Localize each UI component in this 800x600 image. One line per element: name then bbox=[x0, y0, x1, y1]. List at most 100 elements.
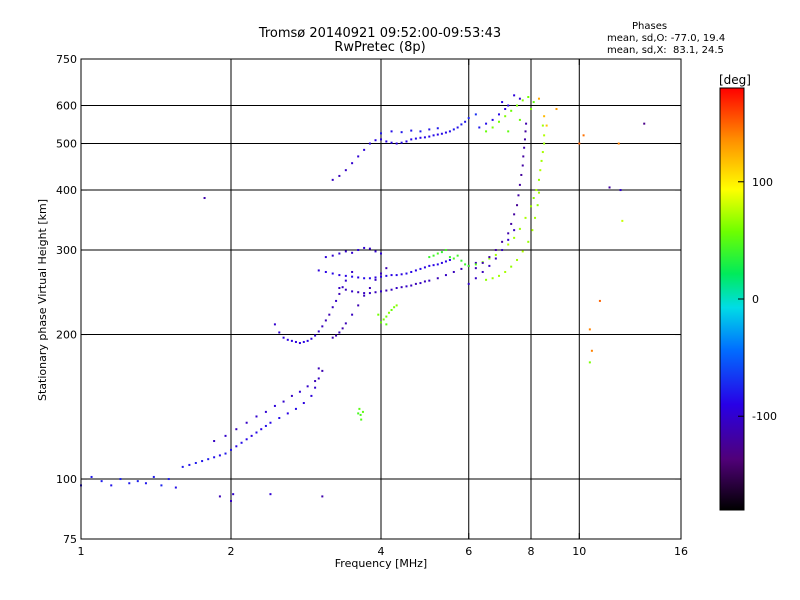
scatter-point bbox=[144, 482, 147, 485]
scatter-point bbox=[448, 258, 451, 261]
scatter-point bbox=[534, 216, 537, 219]
scatter-point bbox=[474, 113, 477, 116]
scatter-point bbox=[474, 267, 477, 270]
scatter-point bbox=[393, 306, 396, 309]
scatter-point bbox=[518, 183, 521, 186]
scatter-point bbox=[385, 323, 388, 326]
scatter-point bbox=[368, 292, 371, 295]
scatter-point bbox=[358, 407, 361, 410]
scatter-point bbox=[357, 304, 360, 307]
scatter-point bbox=[302, 340, 305, 343]
scatter-point bbox=[621, 219, 624, 222]
colorbar-tick-label: 0 bbox=[752, 293, 759, 306]
scatter-point bbox=[598, 299, 601, 302]
scatter-point bbox=[432, 134, 435, 137]
scatter-point bbox=[385, 289, 388, 292]
scatter-point bbox=[245, 421, 248, 424]
scatter-point bbox=[298, 342, 301, 345]
scatter-point bbox=[390, 141, 393, 144]
scatter-point bbox=[331, 272, 334, 275]
scatter-point bbox=[230, 448, 232, 451]
y-tick-label: 750 bbox=[56, 53, 77, 66]
scatter-point bbox=[491, 277, 494, 280]
scatter-point bbox=[543, 115, 546, 118]
scatter-point bbox=[390, 308, 393, 311]
x-axis-label: Frequency [MHz] bbox=[335, 557, 427, 570]
scatter-point bbox=[452, 257, 455, 260]
scatter-point bbox=[213, 440, 216, 443]
scatter-point bbox=[321, 495, 324, 498]
scatter-point bbox=[385, 315, 388, 318]
scatter-point bbox=[467, 282, 470, 285]
scatter-point bbox=[385, 274, 388, 277]
scatter-point bbox=[521, 99, 524, 102]
scatter-point bbox=[510, 109, 513, 112]
scatter-point bbox=[363, 292, 366, 295]
scatter-point bbox=[232, 493, 235, 496]
scatter-point bbox=[481, 261, 484, 264]
scatter-point bbox=[444, 249, 447, 252]
scatter-point bbox=[136, 480, 139, 483]
scatter-point bbox=[504, 115, 507, 118]
scatter-point bbox=[513, 213, 516, 216]
scatter-point bbox=[537, 191, 540, 194]
scatter-point bbox=[510, 265, 513, 268]
scatter-point bbox=[380, 132, 382, 135]
scatter-point bbox=[423, 136, 426, 139]
scatter-point bbox=[357, 249, 360, 252]
scatter-point bbox=[390, 130, 393, 133]
scatter-point bbox=[368, 287, 371, 290]
phase-x-mode: mean, sd,X: 83.1, 24.5 bbox=[607, 45, 724, 56]
scatter-point bbox=[521, 250, 524, 253]
scatter-point bbox=[128, 482, 131, 485]
scatter-point bbox=[432, 264, 435, 267]
scatter-point bbox=[294, 340, 297, 343]
scatter-point bbox=[643, 122, 646, 125]
scatter-point bbox=[385, 267, 388, 270]
scatter-point bbox=[414, 269, 417, 272]
y-tick-label: 600 bbox=[56, 100, 77, 113]
scatter-point bbox=[338, 174, 341, 177]
scatter-point bbox=[201, 460, 204, 463]
scatter-point bbox=[338, 331, 341, 334]
scatter-point bbox=[524, 130, 527, 133]
scatter-point bbox=[385, 140, 388, 143]
scatter-point bbox=[382, 318, 385, 321]
scatter-point bbox=[357, 155, 360, 158]
scatter-point bbox=[100, 480, 103, 483]
scatter-point bbox=[423, 280, 426, 283]
scatter-point bbox=[344, 288, 347, 291]
scatter-point bbox=[535, 189, 538, 192]
scatter-point bbox=[448, 256, 451, 259]
scatter-point bbox=[359, 413, 362, 416]
scatter-point bbox=[321, 369, 324, 372]
scatter-point bbox=[518, 118, 521, 121]
scatter-point bbox=[523, 138, 526, 141]
scatter-point bbox=[363, 277, 366, 280]
scatter-point bbox=[273, 323, 276, 326]
scatter-point bbox=[410, 270, 413, 273]
y-tick-label: 75 bbox=[63, 533, 77, 546]
scatter-point bbox=[531, 229, 534, 232]
scatter-point bbox=[264, 424, 267, 427]
scatter-point bbox=[555, 108, 558, 111]
scatter-point bbox=[314, 380, 317, 383]
x-tick-label: 10 bbox=[572, 545, 586, 558]
scatter-point bbox=[255, 431, 258, 434]
phase-heading: Phases bbox=[632, 21, 668, 32]
scatter-point bbox=[608, 186, 611, 189]
scatter-point bbox=[331, 178, 334, 181]
x-tick-label: 6 bbox=[465, 545, 472, 558]
scatter-point bbox=[517, 194, 520, 197]
scatter-point bbox=[518, 227, 521, 230]
scatter-point bbox=[419, 130, 422, 133]
scatter-point bbox=[380, 275, 382, 278]
scatter-point bbox=[306, 385, 309, 388]
scatter-point bbox=[119, 478, 122, 481]
scatter-point bbox=[338, 252, 341, 255]
scatter-point bbox=[294, 407, 297, 410]
scatter-point bbox=[444, 260, 447, 263]
scatter-point bbox=[181, 465, 184, 468]
y-tick-label: 100 bbox=[56, 473, 77, 486]
scatter-point bbox=[380, 272, 382, 275]
